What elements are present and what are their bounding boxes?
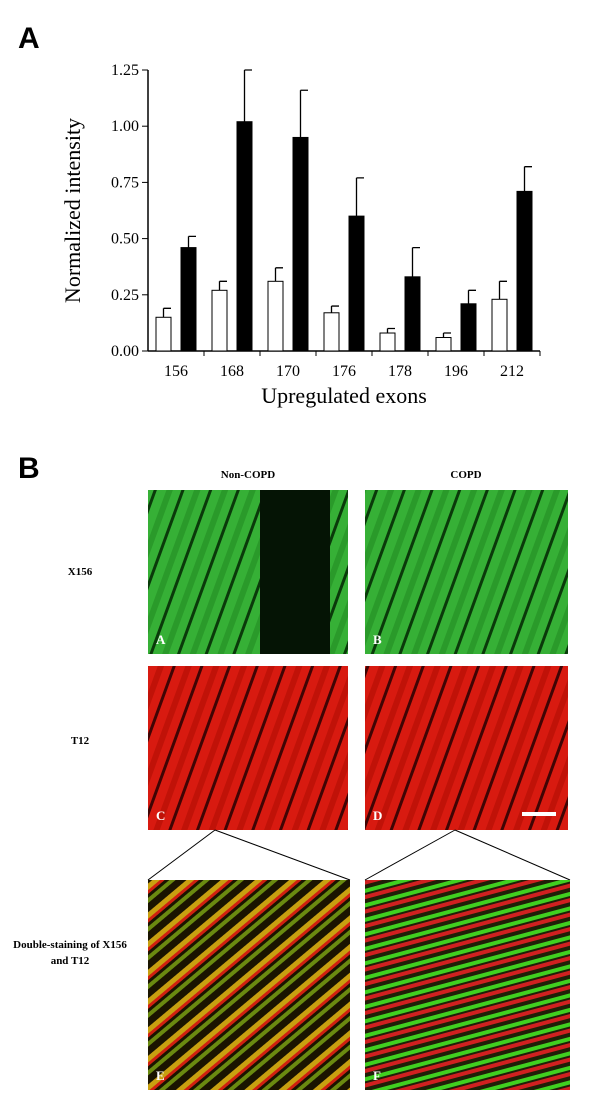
column-header: COPD bbox=[450, 469, 481, 481]
bar bbox=[516, 190, 533, 352]
zoom-line bbox=[214, 829, 351, 881]
y-tick-label: 0.00 bbox=[111, 343, 139, 360]
y-tick-label: 1.00 bbox=[111, 118, 139, 135]
error-bar bbox=[162, 307, 171, 318]
micrograph bbox=[365, 666, 568, 830]
micrograph bbox=[365, 490, 568, 654]
error-bar bbox=[386, 327, 395, 334]
x-tick-label: 168 bbox=[220, 363, 244, 380]
error-bar bbox=[187, 235, 196, 248]
y-tick-label: 0.25 bbox=[111, 287, 139, 304]
micrograph bbox=[148, 880, 350, 1090]
error-bar bbox=[523, 166, 532, 192]
scale-bar bbox=[522, 812, 556, 816]
error-bar bbox=[467, 289, 476, 304]
x-tick-label: 170 bbox=[276, 363, 300, 380]
error-bar bbox=[243, 69, 252, 122]
bar bbox=[491, 298, 508, 352]
micrograph-region bbox=[260, 490, 330, 654]
image-letter: A bbox=[156, 632, 166, 647]
x-tick-label: 212 bbox=[500, 363, 524, 380]
column-header: Non-COPD bbox=[221, 469, 275, 481]
row-label: T12 bbox=[71, 735, 90, 747]
y-tick-label: 0.50 bbox=[111, 231, 139, 248]
zoom-line bbox=[364, 829, 456, 881]
bar bbox=[236, 121, 253, 352]
x-tick-label: 176 bbox=[332, 363, 356, 380]
panel-label: B bbox=[18, 452, 40, 485]
bar bbox=[404, 276, 421, 352]
row-label: X156 bbox=[68, 566, 93, 578]
bar-chart: 0.00 0.25 0.50 0.75 1.00 1.25 156 168 170 176 178 1… bbox=[60, 62, 541, 408]
bar bbox=[379, 332, 396, 352]
error-bar bbox=[411, 246, 420, 277]
row-label: Double-staining of X156 and T12 bbox=[13, 939, 127, 967]
error-bar bbox=[218, 280, 227, 291]
image-letter: E bbox=[156, 1068, 165, 1083]
bar bbox=[348, 215, 365, 352]
bar bbox=[460, 303, 477, 352]
x-tick-label: 196 bbox=[444, 363, 468, 380]
error-bar bbox=[498, 280, 507, 300]
x-axis-label: Upregulated exons bbox=[261, 383, 427, 408]
image-letter: C bbox=[156, 808, 165, 823]
error-bar bbox=[274, 267, 283, 282]
zoom-line bbox=[147, 829, 216, 881]
micrograph bbox=[365, 880, 570, 1090]
y-tick-label: 0.75 bbox=[111, 174, 139, 191]
bar bbox=[180, 247, 197, 352]
error-bar bbox=[442, 332, 451, 338]
bar bbox=[267, 280, 284, 352]
bar bbox=[292, 136, 309, 352]
image-letter: B bbox=[373, 632, 382, 647]
zoom-line bbox=[454, 829, 571, 881]
bar bbox=[211, 289, 228, 352]
x-tick-label: 156 bbox=[164, 363, 188, 380]
panel-label: A bbox=[18, 22, 40, 55]
image-letter: D bbox=[373, 808, 382, 823]
x-tick-label: 178 bbox=[388, 363, 412, 380]
bar bbox=[435, 337, 452, 352]
error-bar bbox=[299, 89, 308, 138]
micrograph bbox=[148, 666, 348, 830]
bar bbox=[155, 316, 172, 352]
image-letter: F bbox=[373, 1068, 381, 1083]
error-bar bbox=[330, 305, 339, 313]
y-axis-label: Normalized intensity bbox=[60, 118, 85, 303]
error-bar bbox=[355, 177, 364, 217]
bar bbox=[323, 312, 340, 352]
y-tick-label: 1.25 bbox=[111, 62, 139, 79]
